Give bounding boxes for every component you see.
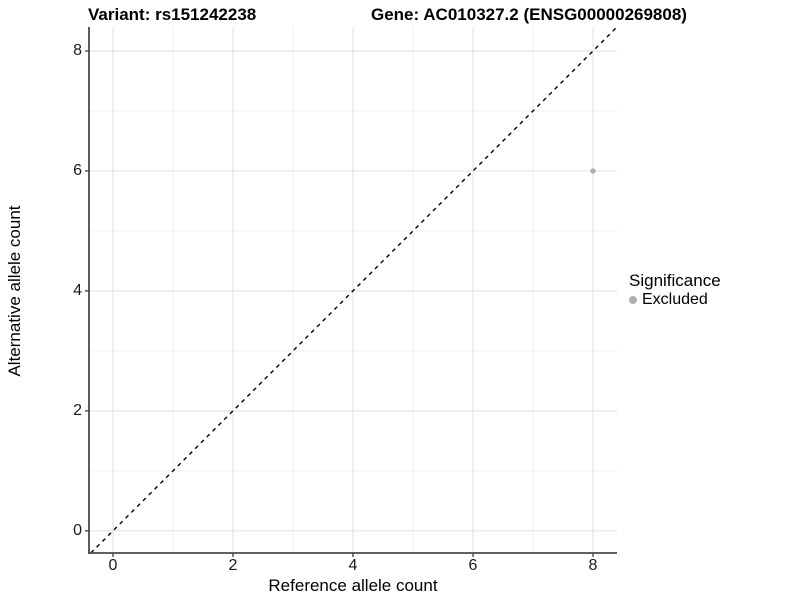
y-tick-label: 2	[73, 401, 82, 419]
x-axis-title: Reference allele count	[268, 576, 438, 595]
y-tick-label: 0	[73, 521, 82, 539]
x-tick-label: 8	[588, 557, 598, 574]
y-tick-label: 8	[73, 41, 82, 59]
legend-item-label: Excluded	[642, 291, 708, 308]
variant-title: Variant: rs151242238	[88, 5, 257, 24]
excluded-point-icon	[629, 296, 637, 304]
x-tick-label: 4	[348, 557, 358, 574]
data-point-excluded	[590, 168, 596, 174]
x-tick-label: 2	[228, 557, 238, 574]
y-tick-label: 6	[73, 161, 82, 179]
identity-reference-line	[90, 26, 618, 554]
legend-title: Significance	[629, 271, 721, 290]
y-axis-title: Alternative allele count	[5, 205, 24, 377]
gene-title: Gene: AC010327.2 (ENSG00000269808)	[371, 5, 687, 24]
x-tick-label: 6	[468, 557, 478, 574]
legend-item-excluded: Excluded	[629, 291, 721, 309]
x-tick-label: 0	[108, 557, 118, 574]
legend: Significance Excluded	[629, 271, 721, 309]
y-tick-label: 4	[73, 281, 82, 299]
